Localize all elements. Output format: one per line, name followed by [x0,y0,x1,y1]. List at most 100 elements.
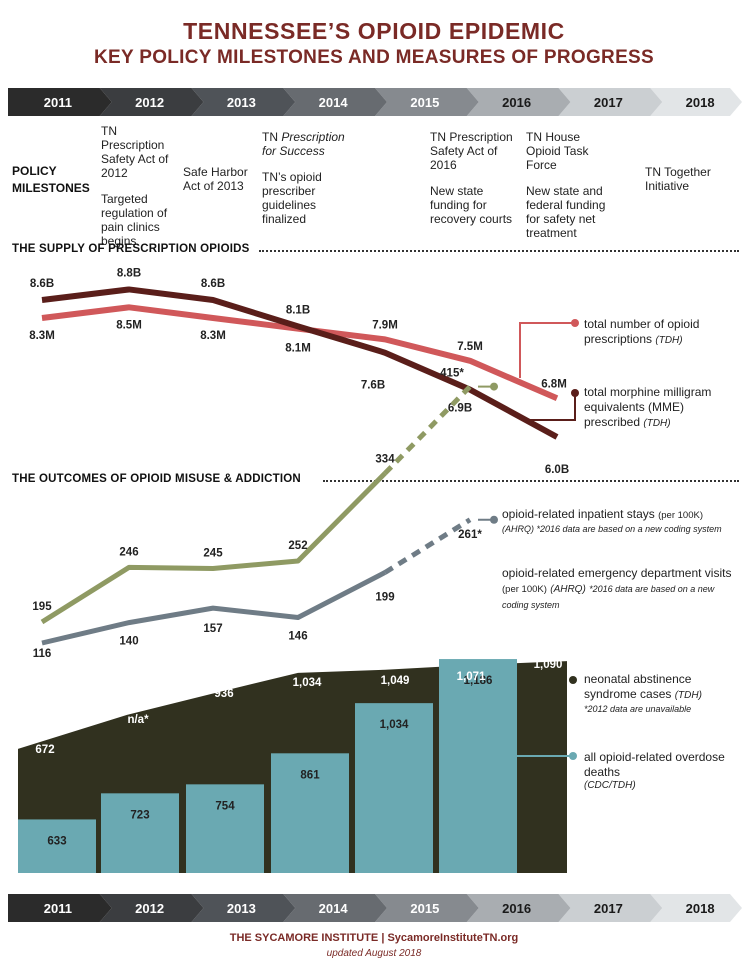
milestone-text: New state funding for recovery courts [430,184,513,226]
timeline-year-label: 2017 [594,95,623,110]
deaths-bar [355,703,433,873]
mme-series [41,286,559,440]
timeline-segment [558,894,663,922]
deaths-bar [271,753,349,873]
timeline-year-label: 2015 [410,901,439,916]
timeline-segment [650,894,742,922]
inpatient-data-label: 252 [288,540,307,552]
timeline-year-label: 2016 [502,901,531,916]
timeline-segment [191,894,296,922]
milestone-text: TN Prescription for Success [262,130,345,158]
section-divider [259,250,739,252]
milestone-text: TN Prescription Safety Act of 2016 [430,130,513,172]
inpatient-data-label: 195 [32,601,52,613]
timeline-year-label: 2012 [135,901,164,916]
ed-data-label: 199 [375,591,394,603]
prescriptions-data-label: 8.1M [285,343,311,355]
legend-deaths: all opioid-related overdose deaths (CDC/… [584,750,725,791]
milestone-text: Targeted regulation of pain clinics begi… [101,192,168,248]
policy-milestones-label: POLICY MILESTONES [12,164,90,195]
nas-area [18,661,567,873]
milestone-text: TN Prescription Safety Act of 2012 [101,124,169,180]
ed-legend-dot [490,515,498,524]
timeline-segment [8,88,112,116]
timeline-year-label: 2018 [686,95,715,110]
mme-data-label: 6.0B [545,464,569,476]
ed-line [41,570,387,646]
deaths-bar [186,784,264,873]
milestone-2016: TN Prescription Safety Act of 2016 New s… [430,130,518,226]
inpatient-dashed-line [383,384,472,476]
prescriptions-series [41,304,559,402]
timeline-segment [283,88,387,116]
legend-prescriptions: total number of opioid prescriptions (TD… [584,317,700,346]
timeline-segment [650,88,742,116]
inpatient-data-label: 245 [203,548,223,560]
ed-data-label: 157 [203,623,222,635]
section-supply-title: THE SUPPLY OF PRESCRIPTION OPIOIDS [12,243,250,255]
timeline-year-label: 2014 [319,901,349,916]
deaths-bar [101,793,179,873]
inpatient-legend-dot [490,382,498,391]
legend-mme: total morphine milligram equivalents (MM… [584,385,712,429]
inpatient-line [40,471,387,625]
mme-line [41,286,559,440]
section-outcomes-title: THE OUTCOMES OF OPIOID MISUSE & ADDICTIO… [12,473,301,485]
milestone-2012: TN Prescription Safety Act of 2012 Targe… [101,124,183,248]
ed-data-label: 140 [119,636,138,648]
prescriptions-connector [519,322,575,378]
milestone-text: TN’s opioid prescriber guidelines finali… [262,170,322,226]
timeline-segment [99,88,204,116]
mme-data-label: 8.6B [30,278,54,290]
mme-connector [530,393,576,421]
mme-data-label: 6.9B [448,403,472,415]
timeline-year-label: 2011 [44,95,72,110]
timeline-segment [99,894,204,922]
milestone-text: Safe Harbor Act of 2013 [183,165,248,193]
legend-ed: opioid-related emergency department visi… [502,566,732,610]
milestone-text: New state and federal funding for safety… [526,184,606,240]
timeline-bottom: 2011 2012 2013 2014 2015 2016 2017 2018 [8,894,742,922]
timeline-year-label: 2017 [594,901,623,916]
milestone-text: TN House Opioid Task Force [526,130,589,172]
section-divider [323,480,739,482]
prescriptions-data-label: 8.3M [200,330,226,342]
deaths-data-label: 1,034 [380,719,409,731]
nas-data-label: 1,034 [293,677,322,689]
milestone-2018: TN Together Initiative [645,165,735,193]
prescriptions-data-label: 7.9M [372,319,398,331]
footer-credit: THE SYCAMORE INSTITUTE | SycamoreInstitu… [229,932,519,944]
legend-inpatient: opioid-related inpatient stays (per 100K… [502,507,722,534]
footer-updated: updated August 2018 [326,948,422,959]
mme-legend-dot [571,389,579,397]
timeline-segment [375,88,479,116]
page-subtitle: KEY POLICY MILESTONES AND MEASURES OF PR… [94,47,654,68]
timeline-year-label: 2016 [502,95,531,110]
mme-data-label: 8.6B [201,278,225,290]
timeline-segment [466,88,571,116]
timeline-segment [8,894,112,922]
nas-data-label: 936 [214,688,233,700]
nas-data-label: 1,071 [457,671,486,683]
ed-data-label: 146 [288,631,307,643]
timeline-year-label: 2012 [135,95,164,110]
timeline-year-label: 2014 [319,95,349,110]
prescriptions-data-label: 8.5M [116,319,142,331]
nas-data-label: 1,090 [534,659,563,671]
deaths-bar [18,819,96,873]
timeline-segment [466,894,571,922]
legend-nas: neonatal abstinence syndrome cases (TDH)… [584,672,702,714]
nas-data-label: 1,049 [381,675,410,687]
timeline-segment [191,88,296,116]
deaths-data-label: 861 [300,769,320,781]
nas-data-label: n/a* [127,714,149,726]
milestone-2017: TN House Opioid Task Force New state and… [526,130,618,240]
inpatient-data-label: 334 [375,453,395,465]
timeline-year-label: 2015 [410,95,439,110]
timeline-year-label: 2013 [227,901,256,916]
milestone-2014: TN Prescription for Success TN’s opioid … [262,130,358,226]
timeline-year-label: 2013 [227,95,256,110]
deaths-data-label: 1,186 [464,675,493,687]
deaths-data-label: 754 [215,800,235,812]
nas-legend-dot [569,676,577,684]
